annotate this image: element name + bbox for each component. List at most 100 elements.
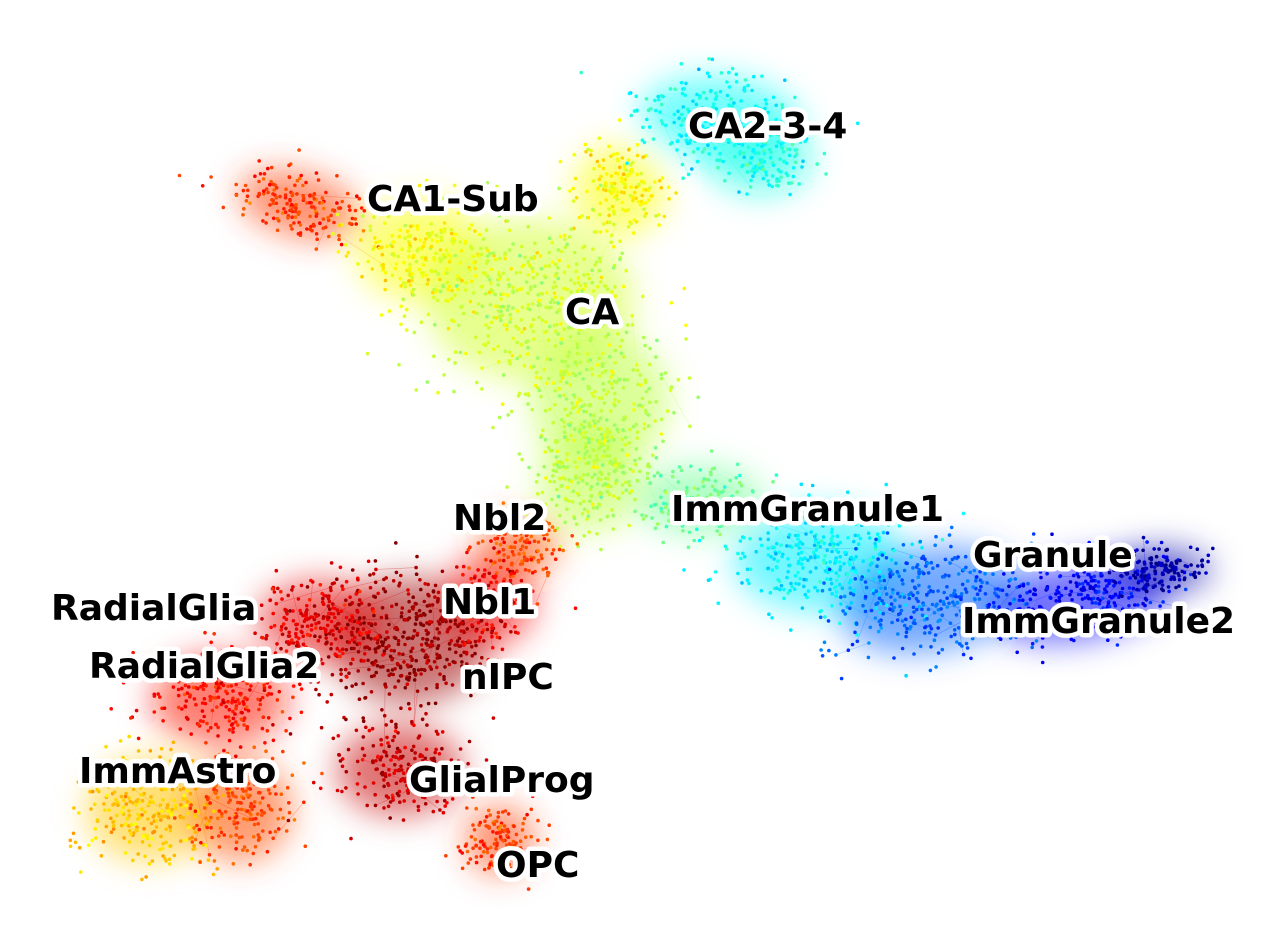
cell-node (710, 467, 715, 471)
cell-node (444, 681, 448, 685)
cell-node (288, 198, 292, 203)
cell-node (645, 476, 650, 481)
cell-node (745, 170, 750, 174)
cell-node (473, 266, 477, 271)
cell-node (428, 620, 432, 624)
cell-node (353, 208, 358, 213)
graph-edge (118, 778, 175, 819)
cell-node (390, 252, 395, 256)
cell-node (1131, 621, 1136, 626)
cell-node (127, 734, 131, 739)
cell-node (511, 545, 516, 550)
cell-node (426, 312, 431, 317)
cell-node (445, 657, 449, 662)
cell-node (706, 128, 710, 132)
cell-node (209, 725, 213, 730)
cell-node (300, 624, 305, 629)
cell-node (1145, 582, 1150, 587)
cell-node (738, 539, 743, 543)
cell-node (191, 847, 195, 851)
cell-node (331, 231, 335, 236)
cell-node (616, 190, 620, 194)
graph-edge (383, 653, 411, 657)
cell-node (573, 373, 578, 378)
cell-node (246, 782, 251, 786)
cell-node (873, 541, 877, 546)
cell-node (759, 138, 764, 143)
cell-node (447, 284, 452, 289)
cell-node (575, 542, 580, 546)
cell-node (508, 362, 512, 366)
cell-node (286, 216, 290, 220)
cell-node (654, 355, 658, 359)
cell-node (367, 667, 371, 672)
cell-node (420, 245, 425, 249)
cell-node (227, 816, 232, 821)
cell-node (1106, 601, 1111, 606)
cell-node (577, 327, 582, 332)
cell-node (1071, 573, 1076, 578)
cell-node (527, 465, 531, 470)
cell-node (565, 452, 569, 456)
cell-node (459, 305, 463, 310)
cell-node (1112, 584, 1116, 588)
graph-edge (558, 309, 592, 339)
cell-node (558, 234, 563, 239)
cell-node (1108, 629, 1112, 634)
cell-node (251, 817, 255, 821)
cell-node (598, 259, 602, 264)
cell-node (629, 185, 633, 189)
cell-node (802, 577, 806, 582)
cell-node (644, 211, 648, 216)
cell-node (959, 597, 963, 602)
cell-node (830, 549, 834, 554)
graph-edge (371, 625, 384, 643)
cell-node (597, 136, 601, 140)
cell-node (779, 145, 784, 150)
cell-node (473, 274, 478, 278)
cell-node (295, 192, 299, 196)
cell-node (497, 868, 501, 872)
cell-node (583, 323, 587, 328)
cell-node (598, 490, 603, 495)
cell-node (600, 442, 604, 446)
cell-node (239, 717, 244, 722)
cell-node (609, 233, 614, 238)
cell-node (192, 844, 196, 848)
cell-node (605, 435, 610, 439)
cell-node (704, 119, 708, 124)
cell-node (828, 577, 833, 581)
cell-node (1000, 612, 1004, 617)
cell-node (874, 606, 878, 610)
cell-node (904, 617, 908, 622)
cell-node (134, 708, 139, 713)
cell-node (128, 799, 132, 804)
cell-node (360, 757, 365, 762)
cell-node (383, 271, 388, 275)
cell-node (641, 155, 646, 159)
cell-node (725, 119, 730, 124)
cell-node (1014, 635, 1018, 639)
cell-node (1017, 584, 1022, 589)
cell-node (557, 394, 562, 398)
cell-node (597, 268, 602, 273)
cell-node (607, 220, 612, 225)
cell-node (774, 552, 778, 556)
cell-node (408, 772, 413, 777)
cell-node (875, 564, 879, 568)
cell-node (171, 740, 176, 745)
cell-node (329, 647, 333, 651)
cell-node (1082, 570, 1086, 574)
cell-node (399, 764, 403, 768)
cell-node (436, 637, 440, 641)
cell-node (339, 242, 344, 247)
graph-edge (893, 549, 925, 560)
cell-node (241, 848, 245, 852)
cell-node (498, 618, 503, 623)
graph-edge (597, 443, 600, 484)
cell-node (451, 241, 455, 246)
graph-edge (790, 519, 825, 544)
cell-node (592, 448, 596, 453)
cell-node (555, 487, 559, 492)
cell-node (355, 194, 359, 198)
